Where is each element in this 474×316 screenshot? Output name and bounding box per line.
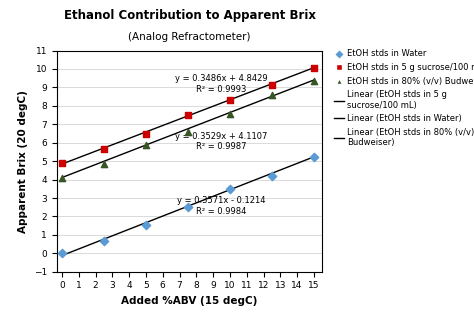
X-axis label: Added %ABV (15 degC): Added %ABV (15 degC) <box>121 296 258 306</box>
Point <box>310 65 318 70</box>
Point <box>58 251 66 256</box>
Point <box>184 205 191 210</box>
Point <box>58 175 66 180</box>
Text: Ethanol Contribution to Apparent Brix: Ethanol Contribution to Apparent Brix <box>64 9 316 22</box>
Point <box>268 82 276 87</box>
Point <box>226 112 234 117</box>
Point <box>184 129 191 134</box>
Text: y = 0.3486x + 4.8429
R² = 0.9993: y = 0.3486x + 4.8429 R² = 0.9993 <box>175 75 268 94</box>
Point <box>100 147 108 152</box>
Y-axis label: Apparent Brix (20 degC): Apparent Brix (20 degC) <box>18 90 28 233</box>
Point <box>226 98 234 103</box>
Legend: EtOH stds in Water, EtOH stds in 5 g sucrose/100 mL, EtOH stds in 80% (v/v) Budw: EtOH stds in Water, EtOH stds in 5 g suc… <box>330 46 474 150</box>
Point <box>142 131 150 136</box>
Point <box>184 112 191 118</box>
Point <box>310 78 318 83</box>
Point <box>100 161 108 167</box>
Point <box>58 161 66 166</box>
Text: y = 0.3571x - 0.1214
R² = 0.9984: y = 0.3571x - 0.1214 R² = 0.9984 <box>177 196 266 216</box>
Text: y = 0.3529x + 4.1107
R² = 0.9987: y = 0.3529x + 4.1107 R² = 0.9987 <box>175 132 268 151</box>
Text: (Analog Refractometer): (Analog Refractometer) <box>128 32 251 42</box>
Point <box>100 239 108 244</box>
Point <box>142 142 150 147</box>
Point <box>226 186 234 191</box>
Point <box>268 92 276 97</box>
Point <box>142 222 150 227</box>
Point <box>310 155 318 160</box>
Point <box>268 173 276 179</box>
